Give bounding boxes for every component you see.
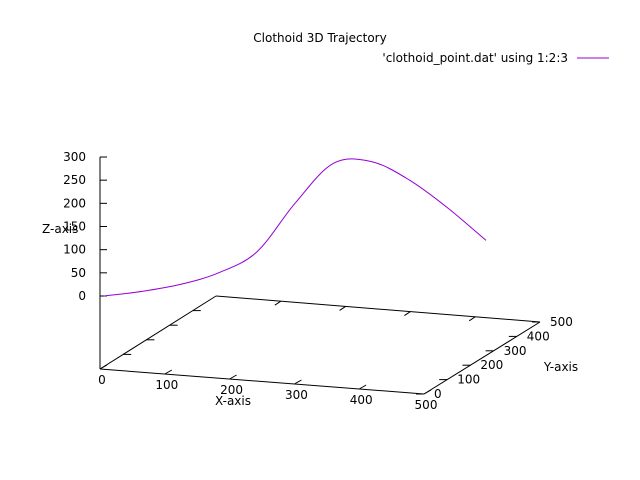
back-ticks [123,300,476,355]
back-edge-line [99,295,217,370]
x-tick-label: 300 [285,388,308,402]
x-tick-label: 100 [155,378,178,392]
back-tick-mark [339,305,346,311]
y-axis-line [423,321,541,395]
z-tick-label: 100 [63,243,86,257]
x-tick-label: 500 [415,398,438,412]
x-tick-label: 400 [350,393,373,407]
z-tick-label: 250 [63,173,86,187]
back-tick-mark [404,311,411,317]
back-tick-mark [274,300,282,306]
x-axis-line [99,368,425,395]
z-axis-label: Z-axis [42,222,78,236]
x-tick-mark [229,374,237,380]
y-tick-label: 100 [457,373,480,387]
x-tick-mark [423,389,432,395]
y-tick-label: 400 [527,329,550,343]
z-tick-label: 150 [63,220,86,234]
x-tick-label: 0 [98,373,106,387]
x-axis-label: X-axis [215,394,251,408]
x-tick-mark [294,379,302,385]
z-tick-label: 200 [63,196,86,210]
z-tick-label: 300 [63,150,86,164]
z-axis: 0 50 100 150 200 250 300 Z-axis [42,150,107,369]
y-axis-label: Y-axis [543,360,578,374]
series-line [103,158,487,297]
legend: 'clothoid_point.dat' using 1:2:3 [382,51,609,65]
y-tick-label: 0 [434,387,442,401]
z-tick-label: 0 [78,289,86,303]
back-tick-mark [468,316,476,322]
z-tick-label: 50 [71,266,86,280]
y-tick-label: 500 [550,315,573,329]
x-tick-label: 200 [220,383,243,397]
back-edge-line-2 [215,295,541,323]
legend-label: 'clothoid_point.dat' using 1:2:3 [382,51,568,65]
z-ticks: 0 50 100 150 200 250 300 [63,150,107,303]
chart-title: Clothoid 3D Trajectory [253,31,386,45]
y-tick-label: 200 [480,358,503,372]
x-ticks: 0 100 200 300 400 500 [98,364,438,412]
x-tick-mark [99,364,108,370]
x-tick-mark [358,384,367,390]
y-tick-label: 300 [504,344,527,358]
x-tick-mark [164,369,173,375]
